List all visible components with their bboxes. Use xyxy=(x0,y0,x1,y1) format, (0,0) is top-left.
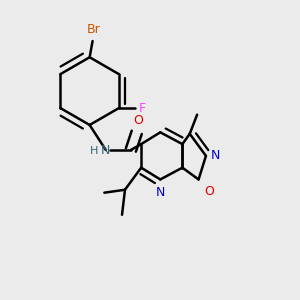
Text: F: F xyxy=(139,101,146,115)
Text: Br: Br xyxy=(87,23,101,36)
Text: N: N xyxy=(156,186,165,199)
Text: O: O xyxy=(204,185,214,198)
Text: O: O xyxy=(133,114,143,127)
Text: H: H xyxy=(90,146,98,157)
Text: N: N xyxy=(101,143,110,157)
Text: N: N xyxy=(211,149,220,162)
